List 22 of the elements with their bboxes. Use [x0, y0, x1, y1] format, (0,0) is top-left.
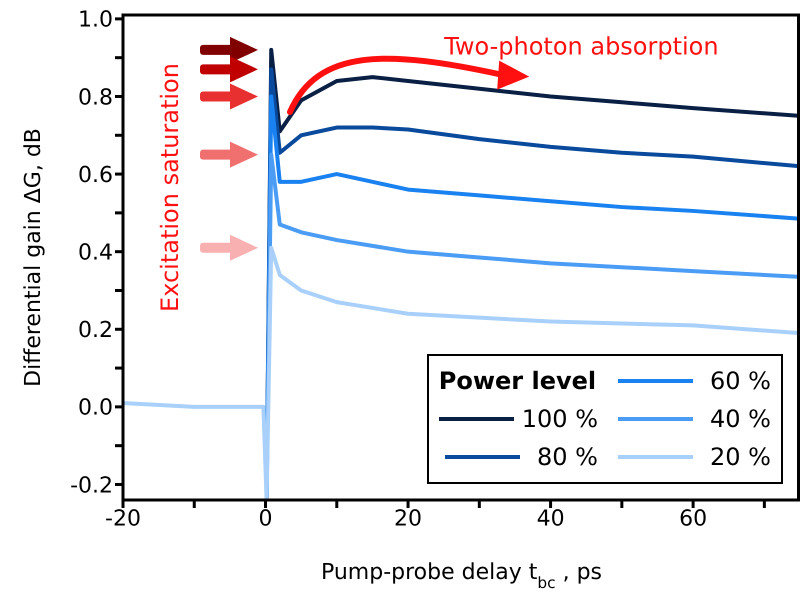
x-tick-label: 20 [394, 506, 422, 532]
x-tick-label: 60 [679, 506, 708, 532]
annotation: Two-photon absorption [443, 32, 719, 61]
legend-label: 20 % [709, 443, 771, 471]
legend-title: Power level [438, 366, 598, 397]
y-tick-label: 0.0 [78, 396, 113, 421]
y-tick-label: 0.2 [78, 318, 113, 344]
x-tick-label: 0 [258, 506, 273, 532]
x-tick-label: -20 [105, 506, 141, 532]
x-tick-label: 40 [536, 506, 565, 532]
legend-label: 40 % [709, 405, 771, 433]
y-tick-label: 0.6 [78, 162, 113, 188]
legend-label: 100 % [522, 405, 598, 433]
y-tick-label: 0.8 [78, 85, 113, 110]
y-tick-label: -0.2 [70, 473, 113, 498]
y-tick-label: 1.0 [78, 8, 113, 33]
y-axis-title: Differential gain ΔG, dB [21, 128, 46, 387]
legend-label: 80 % [536, 443, 598, 471]
annotation: Excitation saturation [156, 63, 184, 312]
y-tick-label: 0.4 [78, 240, 113, 266]
x-axis-title: Pump-probe delay t$_{bc}$, ps [320, 560, 602, 592]
legend-label: 60 % [709, 367, 771, 395]
